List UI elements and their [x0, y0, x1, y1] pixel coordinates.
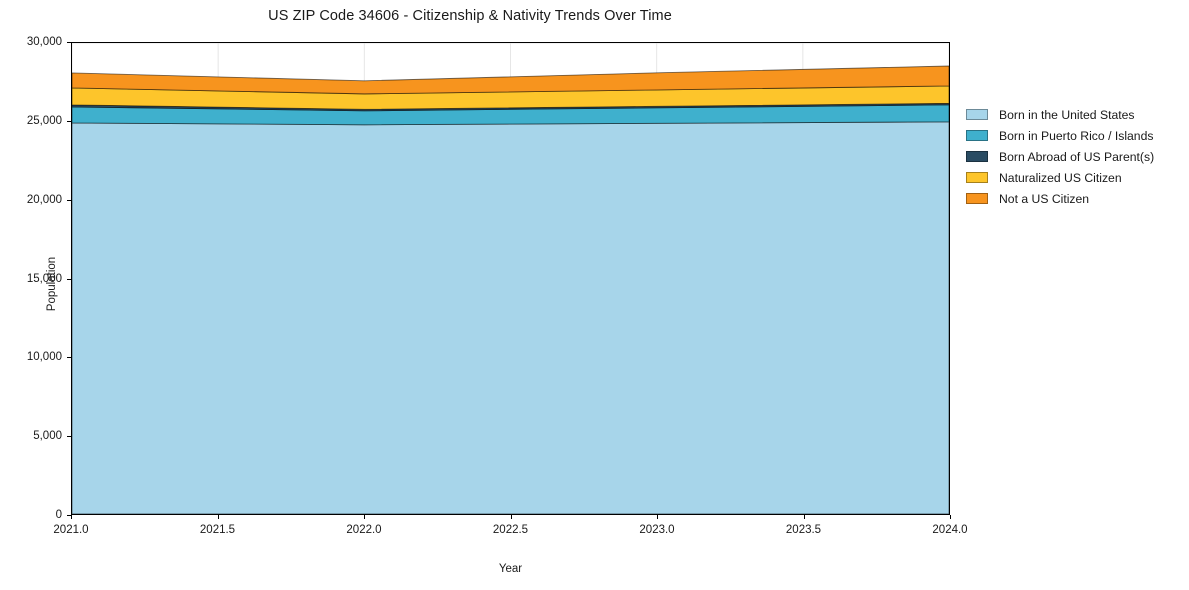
legend-item-label: Born Abroad of US Parent(s)	[999, 149, 1155, 164]
legend-item-label: Naturalized US Citizen	[999, 170, 1122, 185]
x-tick-mark	[950, 515, 951, 519]
x-tick-mark	[803, 515, 805, 519]
x-tick-mark	[364, 515, 365, 519]
area-series	[72, 122, 949, 514]
x-tick-label: 2021.5	[199, 524, 236, 536]
x-tick-mark	[71, 515, 72, 519]
legend-color-swatch	[966, 151, 988, 162]
legend-item-label: Born in the United States	[999, 107, 1135, 122]
x-axis-label: Year	[498, 563, 523, 575]
x-tick-label: 2024.0	[932, 524, 968, 536]
x-tick-label: 2022.5	[492, 524, 529, 536]
legend-color-swatch	[966, 172, 988, 183]
x-tick-label: 2022.0	[346, 524, 382, 536]
legend-item-label: Not a US Citizen	[999, 191, 1090, 206]
plot-area	[71, 42, 950, 515]
y-tick-mark	[67, 515, 71, 516]
chart-legend: Born in the United States Born in Puerto …	[966, 104, 1184, 209]
y-tick-label: 25,000	[26, 114, 62, 127]
y-tick-label: 0	[55, 509, 62, 521]
legend-item[interactable]: Born in Puerto Rico / Islands	[966, 125, 1184, 146]
legend-item[interactable]: Naturalized US Citizen	[966, 167, 1184, 188]
legend-item[interactable]: Born in the United States	[966, 104, 1184, 125]
legend-item[interactable]: Not a US Citizen	[966, 188, 1184, 209]
x-tick-label: 2023.0	[639, 524, 675, 536]
y-tick-label: 10,000	[26, 351, 62, 364]
legend-color-swatch	[966, 109, 988, 120]
y-tick-label: 30,000	[26, 36, 62, 48]
x-tick-label: 2021.0	[53, 524, 89, 536]
x-tick-mark	[510, 515, 512, 519]
area-series	[72, 66, 949, 94]
chart-title: US ZIP Code 34606 - Citizenship & Nativi…	[268, 8, 672, 24]
y-tick-label: 5,000	[33, 430, 62, 443]
legend-color-swatch	[966, 193, 988, 204]
stacked-area-series-layer	[72, 43, 949, 514]
y-tick-label: 20,000	[26, 193, 62, 206]
x-tick-mark	[657, 515, 658, 519]
legend-item[interactable]: Born Abroad of US Parent(s)	[966, 146, 1184, 167]
legend-item-label: Born in Puerto Rico / Islands	[999, 128, 1154, 143]
x-tick-label: 2023.5	[785, 524, 822, 536]
x-tick-mark	[217, 515, 219, 519]
y-axis-label: Population	[46, 256, 58, 312]
legend-color-swatch	[966, 130, 988, 141]
